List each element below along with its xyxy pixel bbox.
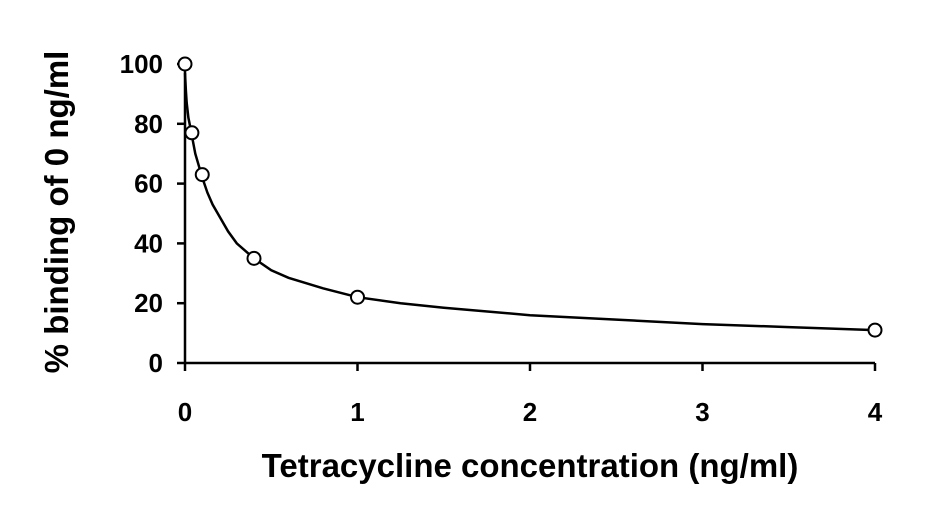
- data-point: [184, 125, 200, 141]
- data-point: [246, 250, 262, 266]
- data-point: [867, 322, 883, 338]
- x-tick-label: 2: [523, 397, 537, 427]
- y-tick-label: 20: [134, 288, 163, 318]
- data-point: [177, 56, 193, 72]
- x-tick-label: 3: [695, 397, 709, 427]
- y-tick-label: 0: [149, 348, 163, 378]
- x-ticks: 0 1 2 3 4: [178, 363, 883, 427]
- x-axis-title: Tetracycline concentration (ng/ml): [262, 447, 799, 484]
- x-tick-label: 1: [350, 397, 364, 427]
- x-tick-label: 4: [868, 397, 883, 427]
- axes: [183, 60, 875, 365]
- fit-curve: [183, 72, 876, 332]
- y-tick-label: 60: [134, 169, 163, 199]
- y-tick-label: 40: [134, 228, 163, 258]
- data-point: [194, 167, 210, 183]
- x-tick-label: 0: [178, 397, 192, 427]
- y-tick-label: 100: [120, 49, 163, 79]
- y-tick-label: 80: [134, 109, 163, 139]
- y-axis-title: % binding of 0 ng/ml: [38, 51, 75, 374]
- y-ticks: 0 20 40 60 80 100: [120, 49, 185, 378]
- data-points: [177, 56, 883, 338]
- data-point: [350, 289, 365, 305]
